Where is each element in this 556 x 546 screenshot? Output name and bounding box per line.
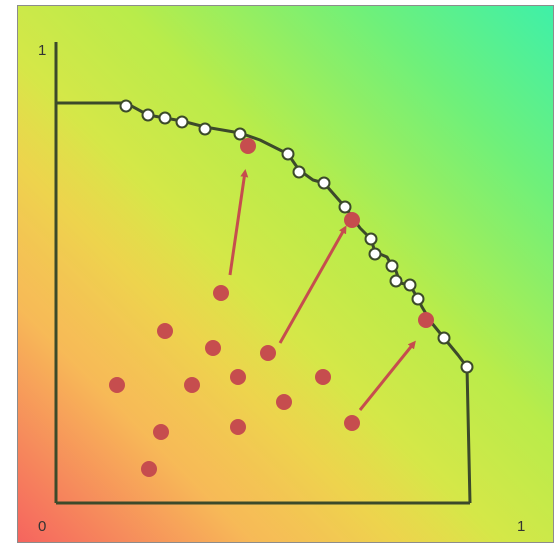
pareto-front-markers — [119, 99, 474, 374]
y-axis-max-label: 1 — [38, 42, 46, 59]
solution-point — [184, 377, 200, 393]
front-marker — [338, 200, 352, 214]
solution-point — [344, 212, 360, 228]
front-marker — [364, 232, 378, 246]
solution-point — [141, 461, 157, 477]
solution-points — [109, 138, 434, 477]
solution-point — [213, 285, 229, 301]
solution-point — [260, 345, 276, 361]
arrow — [278, 225, 347, 344]
solution-point — [230, 419, 246, 435]
front-marker — [141, 108, 155, 122]
front-marker — [411, 292, 425, 306]
solution-point — [157, 323, 173, 339]
front-marker — [460, 360, 474, 374]
front-marker — [317, 176, 331, 190]
front-marker — [281, 147, 295, 161]
solution-point — [109, 377, 125, 393]
front-marker — [403, 278, 417, 292]
front-marker — [175, 115, 189, 129]
arrow — [358, 340, 416, 411]
diagram-background — [17, 5, 554, 543]
improvement-arrows — [228, 169, 416, 411]
front-marker — [158, 111, 172, 125]
solution-point — [153, 424, 169, 440]
x-axis-max-label: 1 — [517, 518, 525, 535]
front-marker — [437, 331, 451, 345]
solution-point — [276, 394, 292, 410]
front-marker — [368, 247, 382, 261]
front-marker — [389, 274, 403, 288]
front-marker — [292, 165, 306, 179]
pareto-front-curve — [56, 101, 472, 504]
solution-point — [240, 138, 256, 154]
front-marker — [119, 99, 133, 113]
front-marker — [233, 127, 247, 141]
solution-point — [418, 312, 434, 328]
solution-point — [315, 369, 331, 385]
front-marker — [385, 259, 399, 273]
arrow — [228, 169, 249, 276]
solution-point — [205, 340, 221, 356]
solution-point — [344, 415, 360, 431]
solution-point — [230, 369, 246, 385]
front-marker — [198, 122, 212, 136]
origin-label: 0 — [38, 518, 46, 535]
